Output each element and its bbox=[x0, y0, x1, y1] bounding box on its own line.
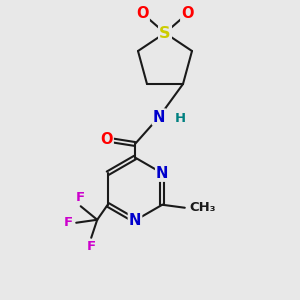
Text: CH₃: CH₃ bbox=[189, 201, 216, 214]
Text: O: O bbox=[136, 6, 149, 21]
Text: N: N bbox=[156, 166, 169, 181]
Text: H: H bbox=[174, 112, 186, 125]
Text: F: F bbox=[76, 191, 85, 204]
Text: F: F bbox=[87, 240, 96, 253]
Text: O: O bbox=[181, 6, 194, 21]
Text: F: F bbox=[64, 216, 73, 229]
Text: N: N bbox=[129, 213, 141, 228]
Text: O: O bbox=[100, 132, 113, 147]
Text: N: N bbox=[153, 110, 165, 124]
Text: S: S bbox=[159, 26, 171, 40]
